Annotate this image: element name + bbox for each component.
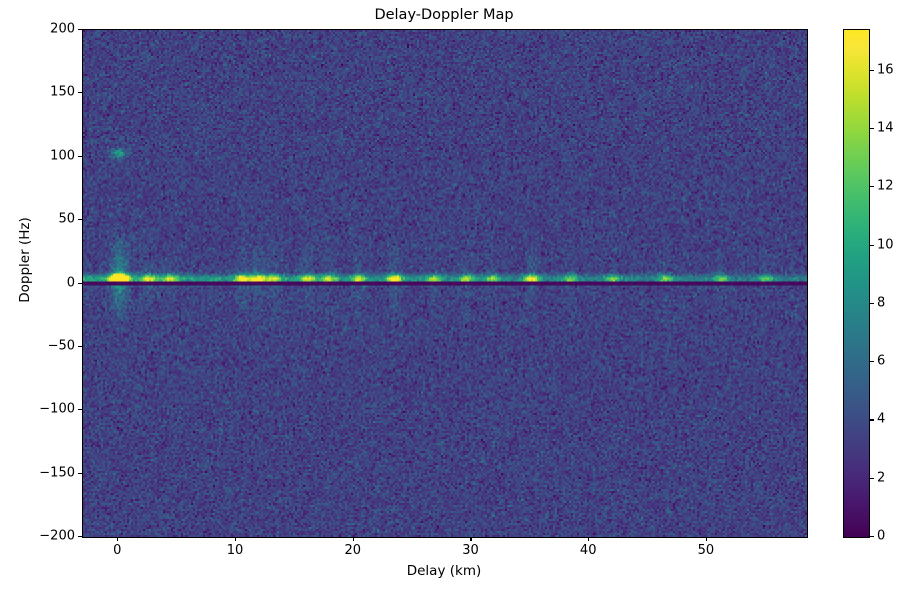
y-axis-tick-label: 100 [50,148,75,164]
colorbar-tick-label: 6 [877,353,886,369]
colorbar-tick-mark [870,244,874,246]
colorbar-tick-label: 12 [877,178,894,194]
colorbar-tick-mark [870,69,874,71]
y-axis-tick-mark [78,29,82,31]
y-axis-tick-mark [78,409,82,411]
x-axis-tick-mark [117,537,119,541]
colorbar-tick-label: 10 [877,237,894,253]
y-axis-tick-mark [78,282,82,284]
colorbar-tick-label: 0 [877,528,886,544]
y-axis-tick-mark [78,219,82,221]
colorbar-tick-mark [870,477,874,479]
y-axis-tick-labels: 200 150 100 50 0 −50 −100 −150 −200 [25,0,75,590]
colorbar-tick-mark [870,361,874,363]
colorbar-tick-label: 14 [877,120,894,136]
colorbar-tick-label: 4 [877,411,886,427]
x-axis-tick-mark [235,537,237,541]
y-axis-tick-label: 0 [66,275,75,290]
colorbar-tick-label: 2 [877,470,886,486]
colorbar-tick-mark [870,419,874,421]
x-axis-tick-label: 40 [579,543,597,558]
x-axis-tick-mark [470,537,472,541]
y-axis-tick-label: 200 [50,21,75,37]
x-axis-tick-mark [705,537,708,541]
y-axis-tick-label: 50 [58,211,75,227]
y-axis-tick-mark [78,345,82,347]
delay-doppler-heatmap [83,30,807,537]
y-axis-tick-label: −100 [39,401,75,417]
y-axis-tick-mark [78,92,82,94]
y-axis-tick-mark [78,472,82,474]
x-axis-tick-label: 30 [462,543,479,558]
y-axis-tick-label: 150 [50,84,75,100]
x-axis-tick-mark [352,537,354,541]
y-axis-tick-label: −50 [47,338,75,354]
x-axis-tick-label: 0 [113,543,122,558]
y-axis-tick-mark [78,155,82,157]
x-axis-tick-label: 10 [226,543,244,558]
colorbar-tick-mark [870,128,874,130]
colorbar-tick-mark [870,302,874,304]
y-axis-tick-label: −200 [39,528,75,544]
x-axis-tick-label: 50 [697,543,715,558]
heatmap-axes [82,29,808,538]
colorbar-tick-label: 16 [877,62,894,78]
page-title: Delay-Doppler Map [374,7,514,23]
colorbar-gradient [844,30,869,537]
colorbar-tick-mark [870,536,874,538]
colorbar [843,29,870,538]
y-axis-tick-mark [78,536,82,538]
x-axis-label: Delay (km) [406,563,482,579]
colorbar-tick-mark [870,186,874,188]
y-axis-tick-label: −150 [39,465,75,481]
x-axis-tick-mark [588,537,590,541]
colorbar-tick-label: 8 [877,295,886,311]
x-axis-tick-label: 20 [344,543,362,558]
